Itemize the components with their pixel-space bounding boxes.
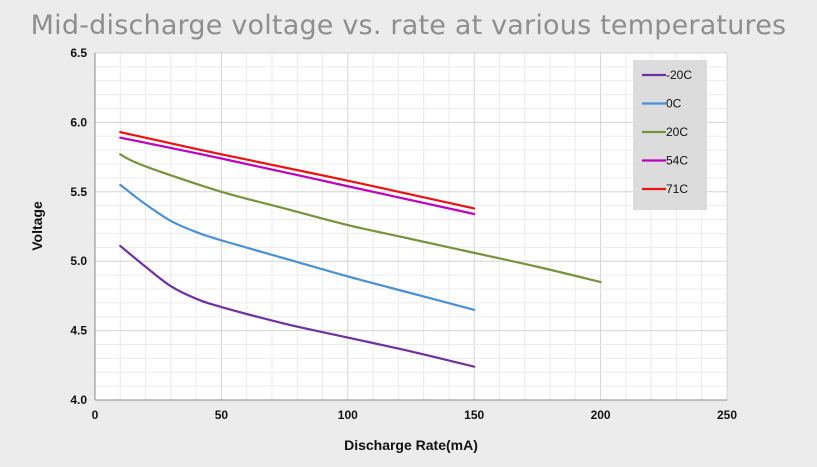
x-axis-label: Discharge Rate(mA) [344, 437, 478, 453]
legend-label-54C: 54C [666, 154, 688, 168]
x-tick-label: 0 [92, 408, 99, 422]
x-tick-label: 150 [464, 408, 484, 422]
legend: -20C 0C 20C 54C 71C [633, 60, 707, 210]
y-tick-label: 4.0 [70, 393, 87, 407]
y-tick-label: 6.5 [70, 46, 87, 60]
legend-label-20C: 20C [666, 125, 688, 139]
chart-title: Mid-discharge voltage vs. rate at variou… [30, 10, 787, 41]
legend-label-0C: 0C [666, 97, 682, 111]
y-tick-label: 4.5 [70, 324, 87, 338]
legend-label--20C: -20C [666, 68, 692, 82]
axes: 0 50 100 150 200 250 4.0 4.5 5.0 5.5 6.0 6.5 [70, 46, 737, 422]
y-tick-label: 5.5 [70, 185, 87, 199]
grid-lines [94, 52, 728, 401]
x-tick-label: 100 [338, 408, 358, 422]
legend-label-71C: 71C [666, 182, 688, 196]
y-tick-label: 6.0 [70, 115, 87, 129]
x-tick-label: 50 [215, 408, 229, 422]
series-line-0C [119, 183, 476, 311]
x-tick-label: 200 [591, 408, 611, 422]
y-tick-label: 5.0 [70, 254, 87, 268]
series-line-54C [119, 136, 476, 216]
x-tick-label: 250 [717, 408, 737, 422]
series-line-20C [119, 153, 602, 284]
series-line-71C [119, 131, 476, 210]
plot-area [95, 53, 727, 400]
legend-box [633, 60, 707, 210]
series-line--20C [119, 244, 476, 368]
series-group [119, 131, 602, 368]
y-axis-label: Voltage [29, 201, 45, 251]
